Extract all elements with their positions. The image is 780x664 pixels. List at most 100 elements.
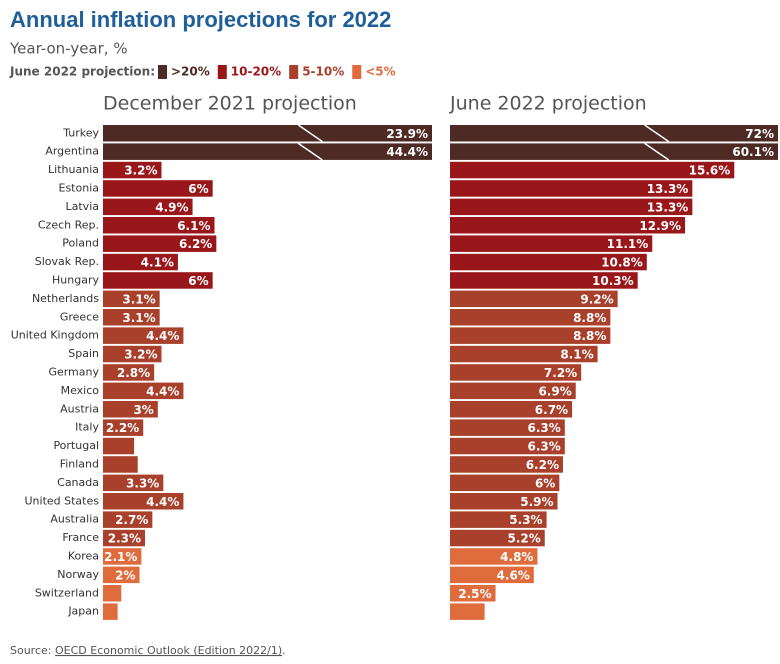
bar [450,161,735,179]
category-label: Austria [60,402,99,415]
value-label: 7.2% [544,366,577,380]
value-label: 6.2% [179,237,212,251]
source-suffix: . [282,644,286,657]
value-label: 5.9% [520,495,553,509]
bar [103,474,164,492]
category-label: Switzerland [35,586,99,599]
bar [450,272,638,289]
value-label: 6.9% [538,384,571,398]
bar [103,235,217,252]
category-label: Turkey [62,126,99,139]
axis-break [297,142,323,161]
category-label: Argentina [45,145,99,158]
value-label: 11.1% [607,237,649,251]
panel-title: December 2021 projection [103,93,357,115]
value-label: 2% [115,568,135,582]
category-label: Korea [68,549,99,562]
panel-title: June 2022 projection [449,93,647,115]
category-label: Estonia [59,181,100,194]
bar [450,566,534,584]
value-label: 6.1% [177,219,210,233]
value-label: 3.2% [124,164,157,178]
bar [450,548,538,565]
value-label: 4.6% [497,568,530,582]
chart-title: Annual inflation projections for 2022 [10,7,391,32]
category-label: Mexico [61,384,100,397]
value-label: 6% [188,182,208,196]
bar [450,290,618,308]
plot: Turkey Argentina Lithuania Estonia Latvia Cze… [11,93,778,620]
source-prefix: Source: [10,644,52,657]
bar [103,161,162,179]
source: Source: OECD Economic Outlook (Edition 2… [10,644,286,657]
category-label: France [62,531,99,544]
value-label: 6% [535,476,555,490]
value-label: 60.1% [732,145,774,159]
bar [103,603,118,620]
source-link[interactable]: OECD Economic Outlook (Edition 2022/1) [55,644,282,657]
legend-label: <5% [365,65,395,79]
bar [450,603,485,620]
axis-break [644,124,670,143]
bar [103,364,155,381]
value-label: 9.2% [580,292,613,306]
value-label: 5.2% [507,532,540,546]
value-label: 13.3% [647,182,689,196]
category-label: Portugal [53,439,99,452]
bar [103,309,160,326]
bar [450,382,576,400]
value-label: 4.4% [146,495,179,509]
bar [450,419,565,436]
bar [450,143,778,160]
bar [103,419,144,436]
value-label: 2.2% [106,421,139,435]
category-label: Lithuania [48,163,99,176]
bar [450,493,558,510]
value-label: 13.3% [647,200,689,214]
value-label: 4.1% [141,256,174,270]
bar [450,217,686,234]
category-label: Slovak Rep. [35,255,99,268]
bar [103,493,184,510]
value-label: 3% [133,403,153,417]
category-label: Japan [67,605,99,618]
category-label: Hungary [52,273,99,286]
bar [103,456,138,473]
value-label: 15.6% [689,164,731,178]
value-label: 10.3% [592,274,634,288]
chart-subtitle: Year-on-year, % [9,40,128,58]
value-label: 6.3% [528,421,561,435]
bar [450,437,565,455]
bar [103,548,142,565]
category-label: Poland [62,237,99,250]
bar [103,437,135,455]
category-label: Czech Rep. [38,218,99,231]
category-label: Italy [75,421,99,434]
bar [450,529,545,547]
bar [103,198,193,216]
value-label: 4.9% [155,200,188,214]
category-label: Finland [60,457,99,470]
bar [103,143,432,160]
axis-break [297,124,323,143]
bar [103,180,213,197]
value-label: 8.8% [573,329,606,343]
legend-title: June 2022 projection: [9,65,155,79]
bar [450,253,647,271]
value-label: 72% [745,127,774,141]
category-label: Germany [48,365,99,378]
value-label: 2.7% [115,513,148,527]
bar [450,364,582,381]
category-label: Latvia [66,200,100,213]
bar [103,272,213,289]
bar [103,217,215,234]
value-label: 2.1% [104,550,137,564]
value-label: 6.2% [526,458,559,472]
category-label: Greece [60,310,99,323]
bar [103,253,178,271]
bar [450,345,598,363]
value-label: 8.8% [573,311,606,325]
value-label: 6.7% [535,403,568,417]
category-label: United States [25,494,100,507]
